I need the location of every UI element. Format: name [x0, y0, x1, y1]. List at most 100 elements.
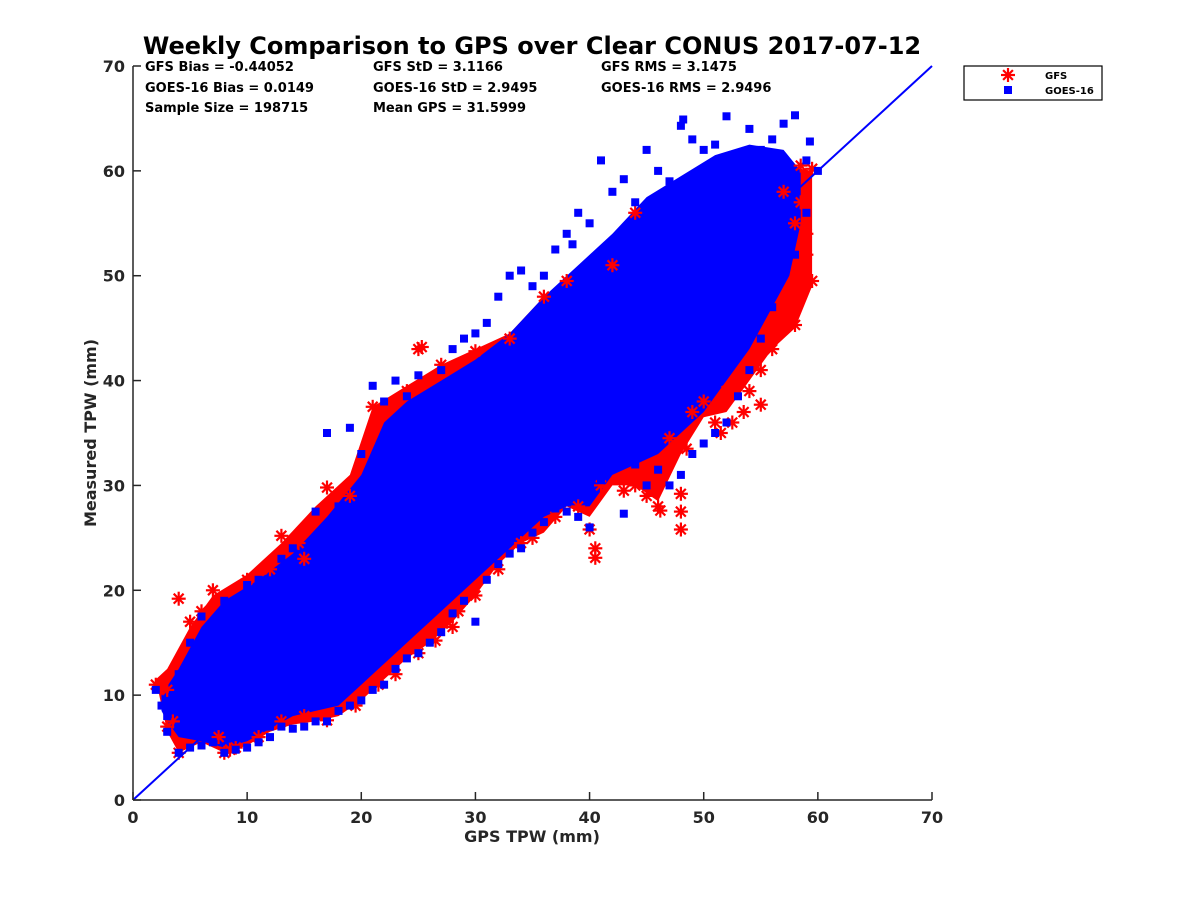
legend-box: [963, 65, 1103, 101]
goes-point: [345, 701, 354, 710]
goes-point: [323, 717, 331, 726]
stat-mean-gps: Mean GPS = 31.5999: [373, 101, 526, 116]
goes-point: [528, 528, 537, 537]
goes-point: [151, 685, 160, 694]
goes-point: [334, 706, 343, 715]
goes-point: [254, 738, 263, 747]
gfs-point: [765, 342, 780, 357]
y-tick-label: 20: [103, 581, 125, 600]
goes-point: [585, 523, 594, 532]
goes-point: [699, 219, 708, 228]
legend: GFS GOES-16: [963, 65, 1103, 101]
gfs-point: [653, 503, 668, 518]
gfs-point: [274, 528, 289, 543]
goes-point: [805, 137, 814, 146]
goes-point: [391, 376, 400, 385]
goes-point: [357, 450, 366, 458]
goes-point: [517, 266, 526, 275]
goes-point: [197, 741, 206, 750]
goes-point: [551, 245, 560, 254]
goes-point: [197, 612, 206, 621]
gfs-point: [719, 384, 734, 399]
goes-point: [791, 250, 799, 259]
gfs-point: [731, 373, 745, 388]
goes-point: [266, 733, 274, 742]
gfs-point: [662, 447, 677, 461]
goes-point: [688, 135, 697, 144]
goes-point: [208, 738, 217, 747]
goes-point: [482, 318, 491, 327]
goes-point: [505, 549, 514, 558]
gfs-point: [297, 551, 312, 566]
goes-point: [608, 455, 617, 464]
gfs-point: [793, 195, 808, 210]
goes-point: [323, 429, 331, 437]
goes-point: [220, 748, 229, 757]
goes-point: [539, 518, 548, 527]
goes-point: [574, 512, 583, 521]
goes-point: [654, 166, 663, 175]
goes-point: [734, 392, 742, 401]
gfs-point: [297, 709, 312, 724]
goes-point: [631, 460, 640, 469]
goes-point: [699, 439, 708, 448]
x-tick-label: 60: [807, 808, 829, 827]
goes-point: [494, 560, 503, 569]
gfs-point: [788, 318, 802, 332]
goes-point: [414, 481, 423, 490]
gfs-point: [708, 415, 723, 430]
y-tick-label: 0: [114, 791, 125, 810]
y-tick-label: 50: [103, 267, 125, 286]
gfs-point: [559, 274, 574, 288]
gfs-point: [805, 274, 820, 288]
goes-point: [368, 685, 377, 694]
gfs-point: [776, 310, 791, 325]
goes-point: [197, 680, 206, 689]
gfs-point: [696, 394, 711, 409]
x-tick-label: 20: [350, 808, 372, 827]
goes-point: [345, 423, 354, 432]
goes-point: [734, 156, 742, 165]
goes-point: [357, 533, 366, 542]
gfs-point: [377, 405, 392, 419]
legend-asterisk-glyph: [1001, 68, 1015, 82]
goes-point: [208, 628, 217, 637]
gfs-point: [468, 588, 483, 603]
goes-point: [425, 638, 434, 647]
x-tick-label: 40: [578, 808, 600, 827]
x-tick-label: 0: [127, 808, 138, 827]
y-tick-label: 70: [103, 57, 125, 76]
goes-point: [585, 324, 594, 333]
goes-point: [311, 507, 320, 516]
goes-point: [711, 429, 720, 437]
y-tick-label: 10: [103, 686, 125, 705]
legend-gfs-label: GFS: [1045, 71, 1067, 82]
one-to-one-line: [132, 65, 933, 801]
goes-point: [597, 156, 605, 165]
goes-point: [311, 717, 320, 726]
goes-point: [243, 743, 252, 752]
goes-point: [300, 722, 309, 731]
gfs-point: [588, 550, 603, 565]
density-cloud: [155, 144, 813, 753]
gfs-point: [171, 591, 186, 606]
gfs-point: [571, 499, 586, 514]
goes-point: [334, 502, 343, 511]
goes-point: [756, 334, 765, 343]
goes-point: [665, 481, 674, 490]
goes-point: [168, 691, 177, 700]
goes-point: [756, 145, 765, 154]
goes-point: [277, 554, 286, 563]
goes-point: [186, 638, 195, 647]
gfs-point: [799, 247, 814, 262]
goes-point: [494, 292, 503, 301]
goes-point: [471, 329, 480, 338]
chart-title: Weekly Comparison to GPS over Clear CONU…: [143, 32, 921, 60]
goes-point: [460, 596, 468, 605]
goes-point: [231, 733, 240, 742]
goes-point: [528, 282, 537, 291]
gfs-point: [183, 614, 198, 629]
gfs-point: [422, 625, 437, 640]
x-axis-label: GPS TPW (mm): [464, 827, 600, 846]
